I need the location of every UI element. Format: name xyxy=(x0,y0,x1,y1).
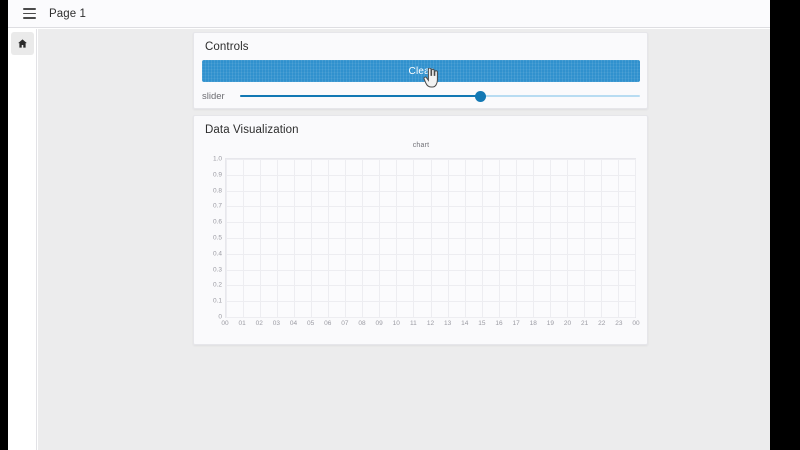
chart-x-tick-label: 01 xyxy=(238,320,246,327)
chart-x-tick-label: 12 xyxy=(426,320,435,327)
controls-card-title: Controls xyxy=(205,41,249,53)
chart-y-tick-label: 0.1 xyxy=(212,297,222,305)
chart-y-tick-label: 0.3 xyxy=(212,266,222,274)
chart-x-tick-label: 06 xyxy=(324,320,332,327)
chart-x-axis: 00 01 02 03 04 05 06 07 08 09 10 11 12 13 14 15 16 17 18 19… xyxy=(221,320,640,332)
hamburger-line xyxy=(22,8,36,10)
chart-gridline-vertical xyxy=(532,159,534,317)
page-title: Page 1 xyxy=(49,7,87,20)
chart-x-tick-label: 20 xyxy=(563,320,572,327)
chart-x-tick-label: 08 xyxy=(358,320,366,327)
chart-gridline-vertical xyxy=(430,159,432,317)
chart-x-tick-label: 00 xyxy=(632,320,640,327)
chart-y-tick-label: 1.0 xyxy=(212,155,222,163)
hamburger-menu-icon[interactable] xyxy=(16,1,42,27)
chart-gridline-vertical xyxy=(328,159,330,317)
chart-gridline-vertical xyxy=(583,159,585,317)
chart-plot-area[interactable]: 1.0 0.9 0.8 0.7 0.6 0.5 0.4 0.3 0.2 0.1 0 xyxy=(213,156,636,321)
chart-x-tick-label: 10 xyxy=(392,320,400,327)
chart-gridline-vertical xyxy=(243,159,245,317)
controls-card: Controls Clear slider xyxy=(193,32,648,109)
chart-gridline-vertical xyxy=(515,159,517,317)
chart-gridline-vertical xyxy=(311,159,313,317)
chart-x-tick-label: 16 xyxy=(495,320,503,327)
chart-title: chart xyxy=(412,142,430,149)
chart-x-tick-label: 23 xyxy=(615,320,623,327)
browser-viewport: Page 1 Controls Clear slider xyxy=(8,0,770,450)
chart-x-tick-label: 11 xyxy=(410,320,417,327)
chart-x-tick-label: 18 xyxy=(529,320,537,327)
chart-x-tick-label: 04 xyxy=(289,320,298,327)
slider-track[interactable] xyxy=(240,90,640,102)
chart-x-tick-label: 15 xyxy=(478,320,486,327)
chart-container: chart 1.0 0.9 0.8 0.7 0.6 0.5 0.4 0.3 0.2 0.1 0 00… xyxy=(202,142,640,338)
slider-fill xyxy=(240,95,480,97)
chart-gridline-vertical xyxy=(260,159,262,317)
chart-gridline-vertical xyxy=(379,159,381,317)
chart-gridline-vertical xyxy=(447,159,449,317)
chart-x-tick-label: 09 xyxy=(375,320,383,327)
main-content: Controls Clear slider Data Visualization… xyxy=(38,29,770,450)
chart-gridline-vertical xyxy=(396,159,398,317)
chart-x-tick-label: 22 xyxy=(598,320,606,327)
chart-x-tick-label: 02 xyxy=(255,320,263,327)
chart-gridline-vertical xyxy=(481,159,483,317)
slider-row: slider xyxy=(202,87,640,105)
slider-label: slider xyxy=(202,91,225,102)
chart-gridline-vertical xyxy=(345,159,347,317)
chart-x-tick-label: 21 xyxy=(581,320,589,327)
chart-x-tick-label: 17 xyxy=(512,320,520,327)
chart-y-tick-label: 0.9 xyxy=(212,171,222,179)
chart-x-tick-label: 14 xyxy=(461,320,469,327)
chart-gridline-vertical xyxy=(226,159,227,317)
hamburger-line xyxy=(22,12,36,15)
chart-gridline-vertical xyxy=(617,159,619,317)
chart-x-tick-label: 07 xyxy=(341,320,349,327)
chart-y-tick-label: 0.7 xyxy=(212,202,222,210)
chart-y-tick-label: 0.8 xyxy=(212,187,222,195)
chart-y-tick-label: 0.2 xyxy=(212,281,222,289)
chart-gridline-vertical xyxy=(635,159,636,317)
sidebar-item-home[interactable] xyxy=(11,32,34,55)
clear-button[interactable]: Clear xyxy=(202,60,640,82)
chart-gridline-vertical xyxy=(600,159,602,317)
data-visualization-card: Data Visualization chart 1.0 0.9 0.8 0.7 0.6… xyxy=(193,115,648,345)
chart-gridline-vertical xyxy=(413,159,415,317)
chart-gridline-vertical xyxy=(277,159,279,317)
chart-gridline-horizontal: 0 xyxy=(218,314,635,321)
app-header: Page 1 xyxy=(8,0,770,28)
chart-y-tick-label: 0.5 xyxy=(212,234,222,242)
visualization-card-title: Data Visualization xyxy=(205,124,299,136)
home-icon xyxy=(17,38,28,49)
hamburger-line xyxy=(22,17,36,19)
chart-x-tick-label: 19 xyxy=(546,320,554,327)
chart-gridline-vertical xyxy=(294,159,296,317)
slider-thumb[interactable] xyxy=(474,90,486,102)
chart-x-tick-label: 03 xyxy=(272,320,280,327)
chart-x-tick-label: 13 xyxy=(444,320,452,327)
chart-y-tick-label: 0.4 xyxy=(212,250,222,258)
chart-gridline-vertical xyxy=(498,159,500,317)
chart-gridline-vertical xyxy=(566,159,568,317)
sidebar xyxy=(8,29,37,450)
chart-x-tick-label: 00 xyxy=(221,320,229,327)
chart-y-tick-label: 0.6 xyxy=(212,218,222,226)
chart-y-tick-label: 0 xyxy=(218,313,222,321)
chart-gridline-vertical xyxy=(549,159,551,317)
chart-x-tick-label: 05 xyxy=(307,320,315,327)
chart-gridline-vertical xyxy=(362,159,364,317)
chart-gridline-vertical xyxy=(464,159,466,317)
